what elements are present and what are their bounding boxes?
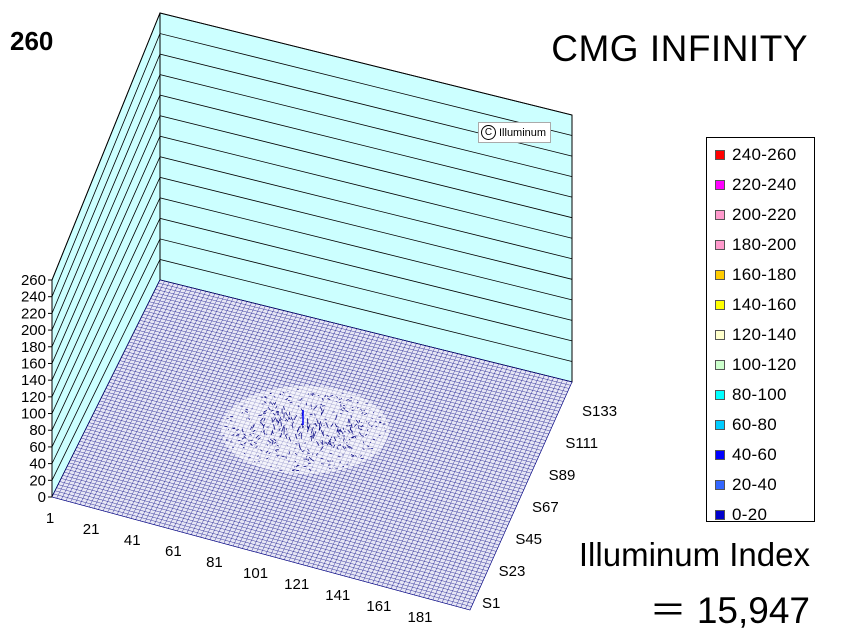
x-tick-label: 61 [165,543,182,560]
z-tick-label: 140 [21,372,46,389]
legend-swatch [715,300,725,310]
z-gridline [51,33,573,297]
legend-item: 160-180 [715,265,797,285]
legend-swatch [715,480,725,490]
z-tick-label: 0 [38,489,46,506]
z-gridline [51,217,573,448]
z-gridline [51,156,573,398]
z-gridline [51,12,573,281]
z-tick-label: 160 [21,355,46,372]
z-gridline [51,53,573,314]
z-gridline [51,135,573,381]
z-tick-label: 200 [21,322,46,339]
legend-label: 100-120 [732,355,797,374]
z-tick-label: 20 [29,472,46,489]
legend-swatch [715,270,725,280]
legend-label: 120-140 [732,325,797,344]
legend-item: 180-200 [715,235,797,255]
legend-swatch [715,510,725,520]
z-tick-label: 100 [21,406,46,423]
index-label: Illuminum Index [578,536,810,573]
legend-item: 40-60 [715,445,777,465]
z-gridline [51,115,573,364]
x-tick-label: 161 [366,598,391,615]
z-tick-label: 120 [21,389,46,406]
z-tick-label: 260 [21,272,46,289]
legend-item: 140-160 [715,295,797,315]
surface-bump-mesh [222,389,387,472]
index-value: ＝ 15,947 [649,590,810,631]
legend-label: 80-100 [732,385,787,404]
z-gridline [51,238,573,464]
corner-value: 260 [10,26,54,56]
watermark-text: Illuminum [499,126,547,139]
x-tick-label: 121 [284,576,309,593]
watermark: C Illuminum [478,122,552,143]
y-axis-ticks: S1 S23 S45 S67 S89 S111 S133 [482,403,617,612]
legend-item: 200-220 [715,205,797,225]
legend-label: 240-260 [732,145,797,164]
legend-swatch [715,240,725,250]
z-gridline [51,176,573,414]
x-tick-label: 81 [206,554,223,571]
z-tick-label: 240 [21,289,46,306]
legend-swatch [715,360,725,370]
legend-item: 220-240 [715,175,797,195]
legend-item: 100-120 [715,355,797,375]
legend-label: 200-220 [732,205,797,224]
z-gridline [51,258,573,481]
y-tick-label: S89 [549,467,576,484]
copyright-icon: C [481,125,496,140]
z-tick-label: 220 [21,305,46,322]
legend-label: 40-60 [732,445,777,464]
legend-label: 140-160 [732,295,797,314]
legend: 240-260 220-240 200-220 180-200 160-180 140-1… [706,137,815,525]
legend-swatch [715,390,725,400]
y-tick-label: S67 [532,499,559,516]
legend-item: 0-20 [715,505,767,525]
x-tick-label: 141 [325,587,350,604]
legend-label: 180-200 [732,235,797,254]
z-tick-label: 180 [21,339,46,356]
legend-item: 120-140 [715,325,797,345]
y-tick-label: S111 [565,435,598,452]
x-tick-label: 101 [243,565,268,582]
x-tick-label: 181 [407,609,432,626]
z-gridline [51,94,573,347]
legend-swatch [715,210,725,220]
chart-title: CMG INFINITY [551,28,808,69]
x-tick-label: 41 [124,532,141,549]
z-tick-label: 60 [29,439,46,456]
legend-swatch [715,150,725,160]
legend-item: 60-80 [715,415,777,435]
legend-swatch [715,450,725,460]
y-tick-label: S23 [499,563,526,580]
legend-swatch [715,180,725,190]
legend-label: 20-40 [732,475,777,494]
z-tick-label: 40 [29,456,46,473]
z-tick-label: 80 [29,422,46,439]
legend-label: 0-20 [732,505,768,524]
surface-peak [221,386,389,474]
legend-label: 220-240 [732,175,797,194]
y-tick-label: S45 [515,531,542,548]
y-tick-label: S133 [582,403,617,420]
legend-item: 20-40 [715,475,777,495]
legend-item: 80-100 [715,385,787,405]
z-gridline [51,197,573,431]
x-tick-label: 21 [83,521,100,538]
surface-bump-area [221,386,389,474]
x-tick-label: 1 [46,510,54,527]
legend-item: 240-260 [715,145,797,165]
y-tick-label: S1 [482,595,500,612]
legend-label: 160-180 [732,265,797,284]
legend-swatch [715,420,725,430]
legend-swatch [715,330,725,340]
legend-label: 60-80 [732,415,777,434]
z-gridline [51,74,573,331]
